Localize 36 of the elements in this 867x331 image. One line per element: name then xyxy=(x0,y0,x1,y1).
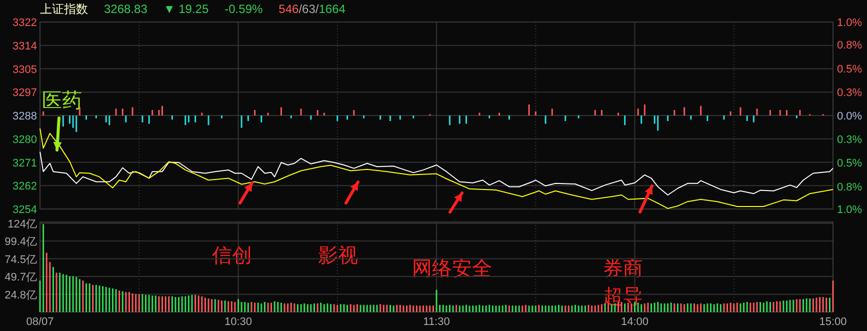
annotation: 医药 xyxy=(42,90,82,112)
text: ▼ 19.25 xyxy=(163,2,209,16)
y-tick-label: 3271 xyxy=(12,157,37,170)
y2-tick-label: 0.8% xyxy=(837,181,862,194)
text: 546/63/1664 xyxy=(278,2,346,16)
y-tick-label: 3314 xyxy=(12,40,37,52)
y-tick-label: 124亿 xyxy=(8,218,37,230)
y2-tick-label: 0.8% xyxy=(837,40,862,52)
text: 3268.83 xyxy=(104,2,148,16)
y2-tick-label: 0.5% xyxy=(837,158,862,170)
y2-tick-label: 1.0% xyxy=(837,17,862,29)
text: -0.59% xyxy=(224,2,263,16)
y-tick-label: 3254 xyxy=(12,204,37,216)
x-tick-label: 11:30 xyxy=(423,316,450,328)
y-tick-label: 3262 xyxy=(12,180,37,193)
y2-tick-label: 0.3% xyxy=(837,86,862,99)
y2-tick-label: 0.0% xyxy=(837,110,862,122)
x-tick-label: 08/07 xyxy=(26,316,54,328)
annotation: 影视 xyxy=(318,245,358,267)
y-tick-label: 3280 xyxy=(12,134,37,146)
y-tick-label: 3288 xyxy=(12,110,37,122)
y-tick-label: 99.4亿 xyxy=(4,236,37,248)
y2-tick-label: 0.5% xyxy=(837,63,862,76)
y-tick-label: 24.8亿 xyxy=(4,289,37,302)
y2-tick-label: 0.3% xyxy=(837,134,862,146)
y-tick-label: 74.5亿 xyxy=(4,254,37,266)
text: 上证指数 xyxy=(40,2,88,16)
x-tick-label: 14:00 xyxy=(620,316,649,328)
x-tick-label: 15:00 xyxy=(819,316,847,328)
y-tick-label: 3297 xyxy=(12,87,37,100)
line-series xyxy=(40,151,834,196)
y2-tick-label: 1.0% xyxy=(837,204,862,216)
y-tick-label: 49.7亿 xyxy=(4,272,37,284)
y-tick-label: 3322 xyxy=(12,17,37,29)
y-tick-label: 3305 xyxy=(12,64,37,76)
x-tick-label: 10:30 xyxy=(224,316,252,328)
